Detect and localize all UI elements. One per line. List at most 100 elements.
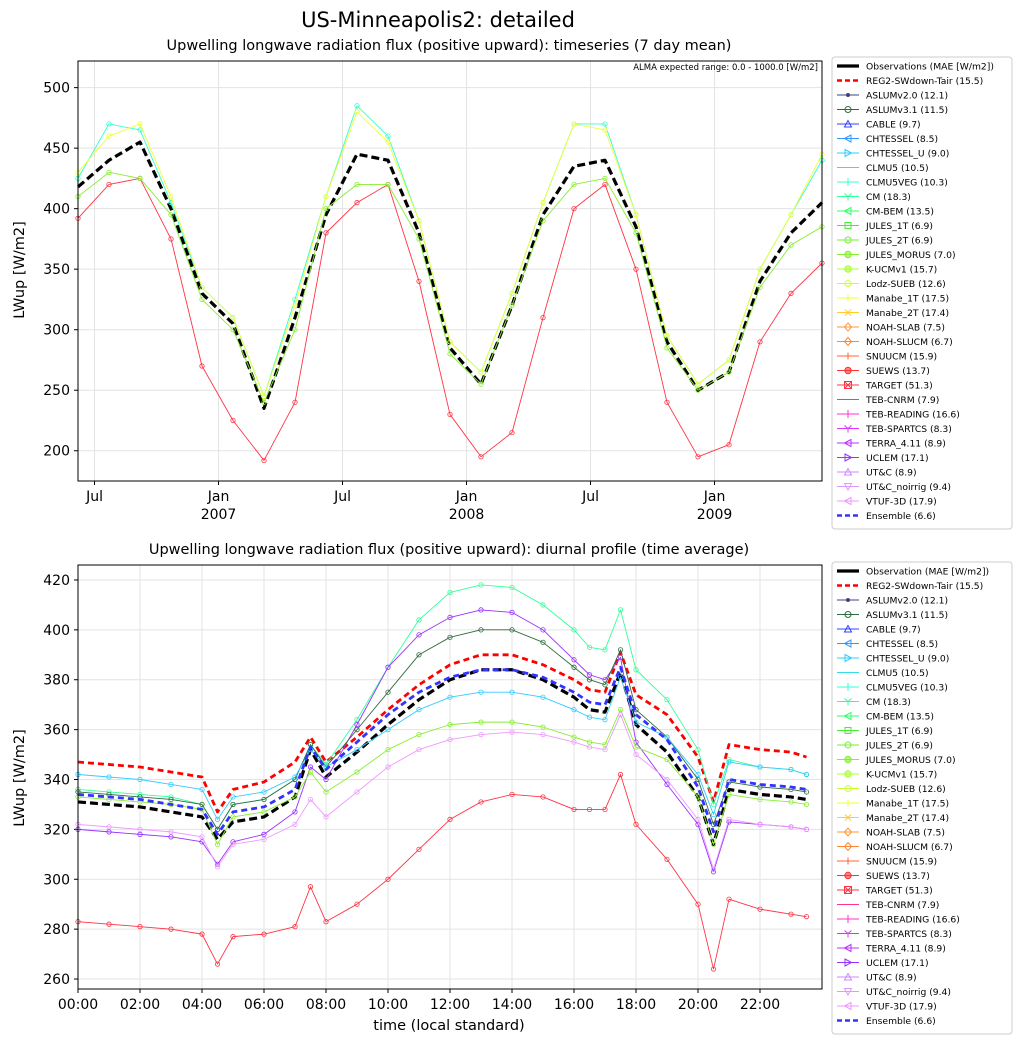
legend-label: TEB-CNRM (7.9) (865, 900, 939, 911)
series-point (447, 614, 453, 620)
series-point (261, 789, 267, 795)
series-point (695, 387, 701, 393)
series-point (571, 739, 577, 745)
y-tick-label: 400 (43, 202, 70, 218)
series-point (586, 806, 593, 813)
legend-marker (844, 222, 852, 229)
legend-marker (844, 886, 852, 894)
series-point (617, 771, 624, 778)
series-point (726, 369, 732, 375)
series-point (137, 831, 143, 837)
series-point (664, 756, 670, 763)
series-point (416, 746, 422, 753)
legend-label: Manabe_1T (17.5) (866, 294, 949, 305)
legend-marker (844, 250, 852, 259)
series-point (416, 236, 422, 242)
series-point (137, 121, 143, 127)
x-tick-label: 04:00 (182, 997, 222, 1013)
legend-label: NOAH-SLAB (7.5) (866, 828, 945, 839)
legend-box (831, 561, 1013, 1035)
series-point (416, 278, 422, 284)
legend-label: UT&C_noirrig (9.4) (866, 987, 951, 998)
series-point (617, 607, 624, 613)
series-point (478, 369, 484, 375)
series-point (540, 694, 546, 700)
series-point (168, 236, 174, 242)
y-tick-label: 400 (43, 623, 70, 639)
series-point (199, 786, 205, 793)
series-point (199, 801, 205, 808)
series-point (540, 731, 546, 738)
series-point (307, 764, 314, 770)
series-point (261, 393, 267, 399)
series-point (106, 121, 112, 127)
legend-label: JULES_1T (6.9) (865, 221, 933, 232)
series-point (385, 181, 391, 188)
series-point (292, 302, 298, 309)
y-tick-label: 200 (43, 444, 70, 460)
series-point (292, 794, 298, 800)
legend-marker (844, 425, 852, 433)
legend-marker (844, 930, 852, 938)
series-point (447, 589, 453, 596)
series-point (586, 644, 593, 650)
legend-marker (843, 827, 853, 837)
series-point (447, 816, 453, 823)
series-point (261, 809, 267, 815)
series-point (385, 876, 391, 882)
bottom-chart-title: Upwelling longwave radiation flux (posit… (149, 542, 749, 558)
legend-marker (844, 280, 852, 287)
y-tick-label: 340 (43, 772, 70, 788)
legend-label: UT&C (8.9) (866, 973, 917, 984)
series-point (602, 746, 608, 753)
series-point (214, 864, 221, 870)
legend-label: Lodz-SUEB (12.6) (866, 784, 946, 795)
legend-marker (844, 236, 852, 244)
series-point (664, 333, 670, 339)
series-point (757, 764, 763, 770)
series-point (385, 746, 391, 753)
series-line (77, 714, 807, 870)
legend-marker (844, 309, 852, 316)
legend-marker (844, 148, 853, 158)
series-point (323, 789, 329, 795)
legend-label: Observation (MAE [W/m2]) (866, 567, 989, 578)
series-point (292, 774, 298, 780)
series-point (230, 327, 236, 333)
series-point (695, 454, 701, 460)
x-tick-label: Jan (703, 489, 726, 505)
series-point (199, 834, 205, 840)
legend-label: UT&C_noirrig (9.4) (866, 482, 951, 493)
x-tick-label: 22:00 (740, 997, 780, 1013)
series-point (230, 417, 236, 424)
series-point (292, 821, 298, 827)
series-point (323, 919, 329, 925)
legend-label: UCLEM (17.1) (866, 958, 929, 969)
bottom-chart-ylabel: LWup [W/m2] (12, 729, 28, 826)
x-tick-label: 06:00 (244, 997, 284, 1013)
legend-marker (844, 611, 852, 618)
series-point (416, 617, 422, 623)
legend-label: TEB-READING (16.6) (865, 915, 960, 926)
series-point (509, 290, 515, 296)
legend-label: ASLUMv3.1 (11.5) (866, 105, 948, 116)
series-point (788, 911, 794, 917)
legend-label: REG2-SWdown-Tair (15.5) (866, 76, 983, 87)
series-point (540, 794, 546, 800)
series-point (710, 966, 717, 972)
series-point (602, 647, 608, 653)
series-point (416, 846, 422, 852)
x-tick-label: 14:00 (492, 997, 532, 1013)
series-point (214, 961, 221, 967)
legend-label: CLMU5VEG (10.3) (866, 178, 948, 189)
legend-label: SUEWS (13.7) (866, 366, 930, 377)
series-point (106, 181, 112, 188)
series-point (540, 200, 546, 206)
y-tick-label: 380 (43, 673, 70, 689)
series-point (788, 824, 794, 830)
legend-marker (844, 814, 852, 821)
legend-marker (844, 755, 852, 764)
legend-marker (844, 366, 852, 375)
series-point (803, 771, 810, 778)
